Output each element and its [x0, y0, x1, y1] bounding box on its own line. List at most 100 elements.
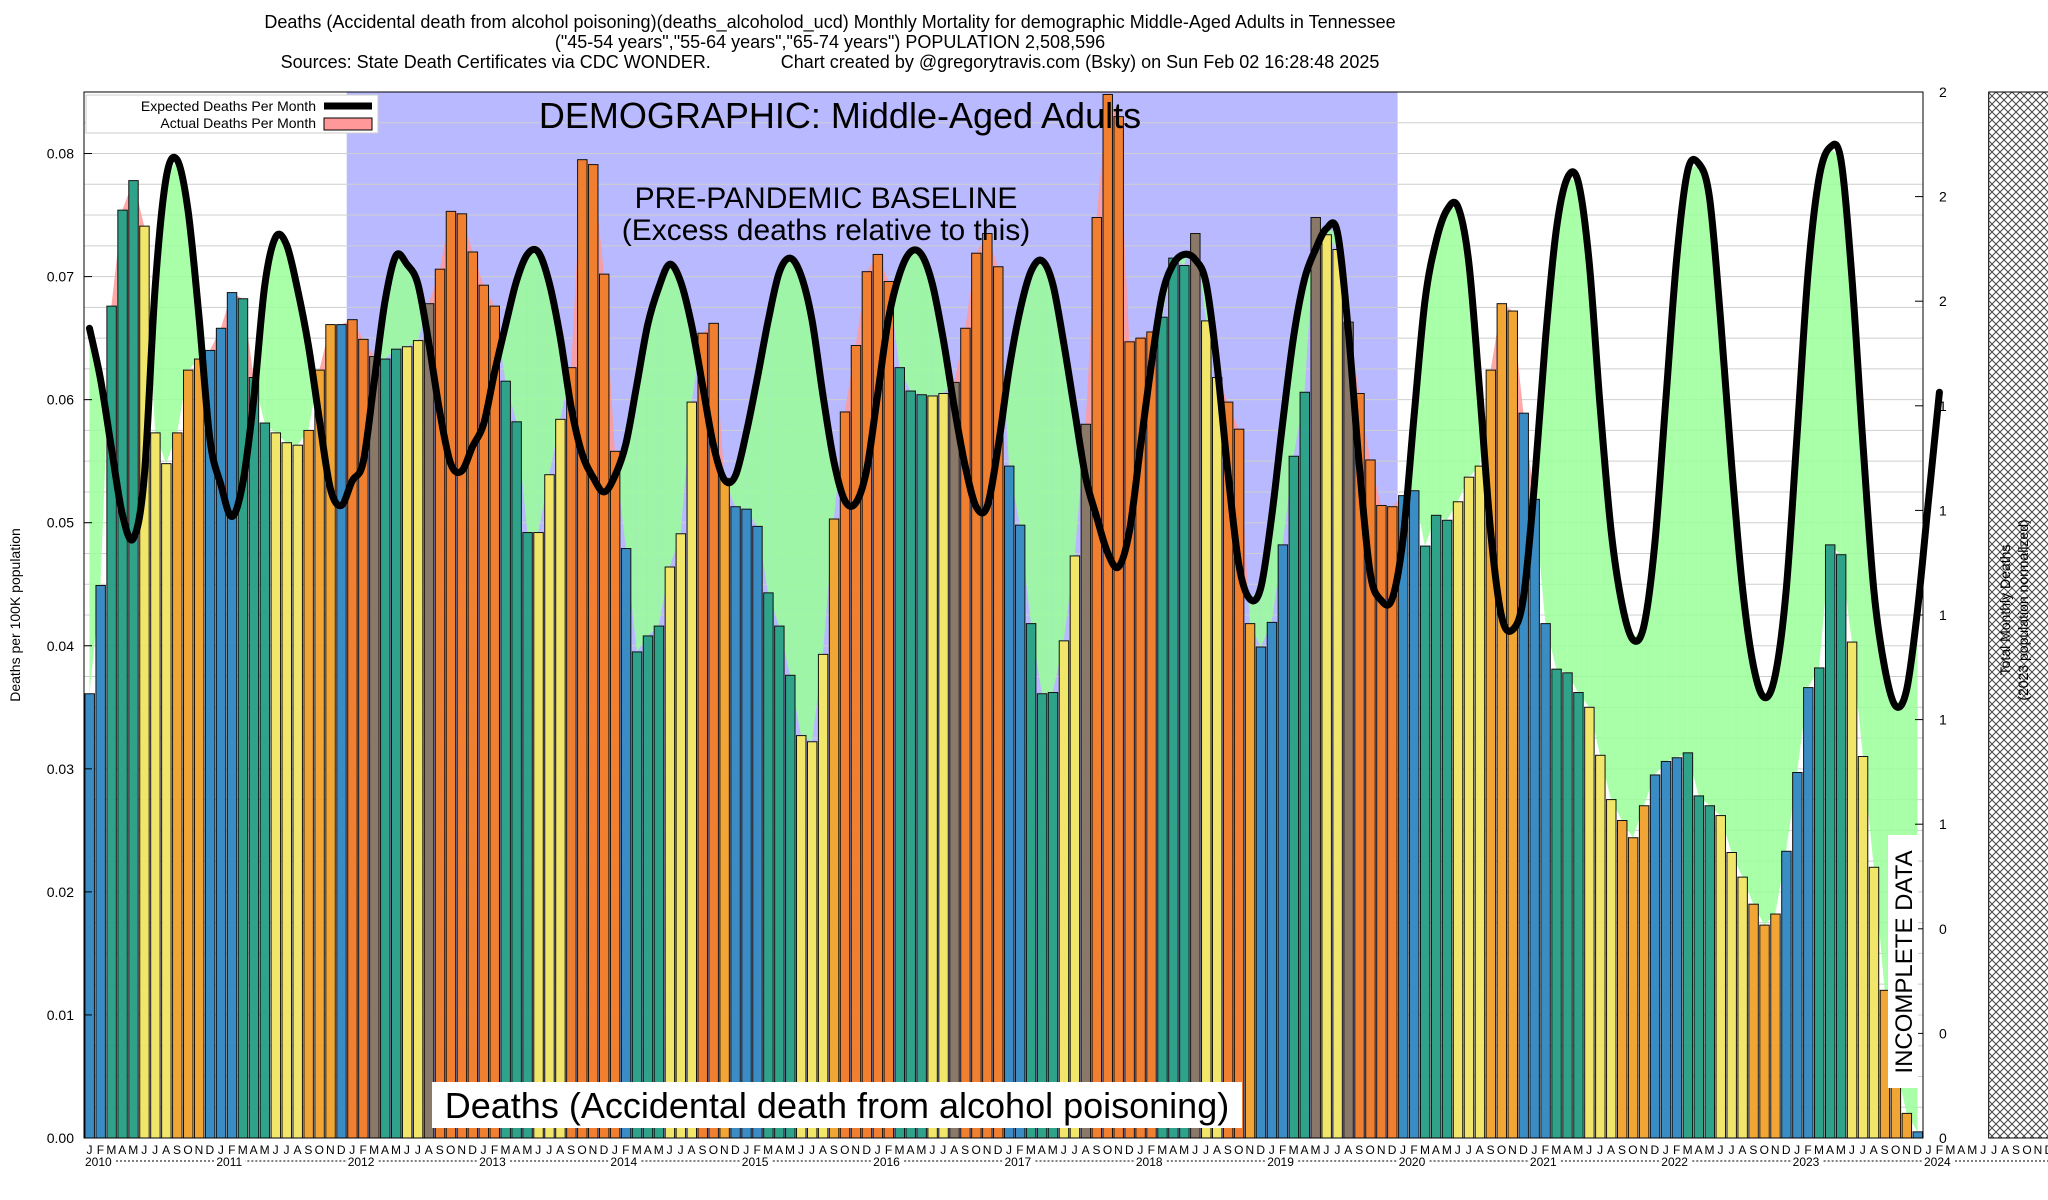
data-bar: [1627, 837, 1639, 1139]
data-bar: [1770, 913, 1781, 1139]
data-bar: [1014, 524, 1026, 1139]
x-month-label: J: [152, 1143, 158, 1157]
x-month-label: S: [173, 1143, 181, 1157]
data-bar: [1277, 544, 1289, 1139]
x-month-label: S: [961, 1143, 969, 1157]
x-month-label: J: [678, 1143, 684, 1157]
excess-area-segment: [790, 258, 801, 736]
y2-axis-ticks: 0 0 0 1 1 1 1 1 2 2 2: [1915, 84, 1947, 1146]
excess-area-segment: [1446, 206, 1458, 521]
data-bar: [1562, 672, 1573, 1139]
x-month-label: M: [391, 1143, 401, 1157]
y2-tick-label: 1: [1939, 712, 1947, 728]
x-month-label: A: [906, 1143, 914, 1157]
data-bar: [1540, 623, 1551, 1139]
x-month-label: M: [1442, 1143, 1452, 1157]
x-month-label: A: [381, 1143, 389, 1157]
x-month-label: S: [698, 1143, 706, 1157]
x-month-label: N: [1377, 1143, 1386, 1157]
x-month-label: A: [1870, 1143, 1878, 1157]
y2-tick-label: 0: [1939, 921, 1947, 937]
x-month-label: M: [369, 1143, 379, 1157]
year-label-bg: [84, 1156, 115, 1168]
x-month-label: F: [1542, 1143, 1549, 1157]
excess-area-segment: [1457, 206, 1469, 502]
excess-area-segment: [516, 254, 528, 533]
x-month-label: S: [1355, 1143, 1363, 1157]
data-bar: [522, 532, 533, 1139]
x-year-label: 2024: [1924, 1155, 1951, 1169]
legend-actual-label: Actual Deaths Per Month: [160, 115, 316, 131]
data-bar: [730, 506, 741, 1139]
excess-area-segment: [921, 254, 933, 396]
data-bar: [839, 411, 851, 1139]
x-month-label: J: [1334, 1143, 1340, 1157]
x-month-label: M: [1945, 1143, 1955, 1157]
x-month-label: O: [577, 1143, 586, 1157]
x-month-label: M: [128, 1143, 138, 1157]
data-bar: [719, 477, 730, 1139]
x-month-label: D: [1519, 1143, 1528, 1157]
excess-area-segment: [1282, 336, 1294, 545]
x-year-label: 2011: [216, 1155, 242, 1169]
x-month-label: M: [654, 1143, 664, 1157]
x-month-label: S: [1749, 1143, 1757, 1157]
x-year-label: 2015: [742, 1155, 769, 1169]
excess-area-segment: [768, 272, 780, 627]
data-bar: [237, 298, 249, 1139]
data-bar: [369, 356, 380, 1139]
x-month-label: A: [1957, 1143, 1965, 1157]
x-year-label: 2018: [1136, 1155, 1163, 1169]
excess-area-segment: [155, 178, 167, 464]
x-month-label: J: [1455, 1143, 1461, 1157]
excess-area-segment: [1052, 283, 1064, 693]
x-month-label: J: [1991, 1143, 1997, 1157]
x-month-label: A: [556, 1143, 564, 1157]
baseline-annotation-line1: PRE-PANDEMIC BASELINE: [635, 182, 1018, 215]
x-month-label: J: [1980, 1143, 1986, 1157]
x-month-label: S: [436, 1143, 444, 1157]
y2-tick-label: 1: [1939, 607, 1947, 623]
data-bar: [1759, 924, 1770, 1139]
data-bar: [259, 422, 271, 1139]
x-month-label: D: [2045, 1143, 2048, 1157]
x-month-label: N: [1508, 1143, 1517, 1157]
x-month-label: O: [1103, 1143, 1112, 1157]
data-bar: [1496, 303, 1508, 1139]
data-bar: [1244, 623, 1256, 1139]
data-bar: [172, 432, 183, 1139]
x-month-label: A: [293, 1143, 301, 1157]
incomplete-label-background: [1888, 835, 1918, 1088]
year-label-bg: [740, 1156, 772, 1168]
x-month-label: J: [1466, 1143, 1472, 1157]
x-month-label: D: [862, 1143, 871, 1157]
x-month-label: D: [1125, 1143, 1134, 1157]
data-bar: [1584, 706, 1595, 1139]
data-bar: [1803, 687, 1814, 1139]
x-month-label: D: [468, 1143, 477, 1157]
x-month-label: J: [929, 1143, 935, 1157]
data-bar: [412, 340, 424, 1139]
data-bar: [1606, 799, 1617, 1139]
chart-title: Deaths (Accidental death from alcohol po…: [264, 12, 1396, 32]
data-bar: [1452, 501, 1464, 1139]
excess-area-segment: [811, 319, 823, 742]
x-month-label: S: [2012, 1143, 2020, 1157]
data-bar: [861, 271, 873, 1139]
data-bar: [642, 635, 654, 1139]
year-label-bg: [1134, 1156, 1166, 1168]
incomplete-data-band: [1988, 91, 2048, 1139]
data-bar: [193, 358, 205, 1139]
x-month-label: J: [612, 1143, 618, 1157]
expected-deaths-line: [85, 140, 1943, 711]
data-bar: [1649, 774, 1661, 1139]
data-bar: [1157, 316, 1168, 1139]
x-month-label: D: [994, 1143, 1003, 1157]
x-month-label: N: [2034, 1143, 2043, 1157]
x-month-label: N: [589, 1143, 598, 1157]
x-month-label: J: [1728, 1143, 1734, 1157]
x-month-label: M: [1967, 1143, 1977, 1157]
x-month-label: A: [1563, 1143, 1571, 1157]
excess-area-segment: [1829, 147, 1841, 555]
